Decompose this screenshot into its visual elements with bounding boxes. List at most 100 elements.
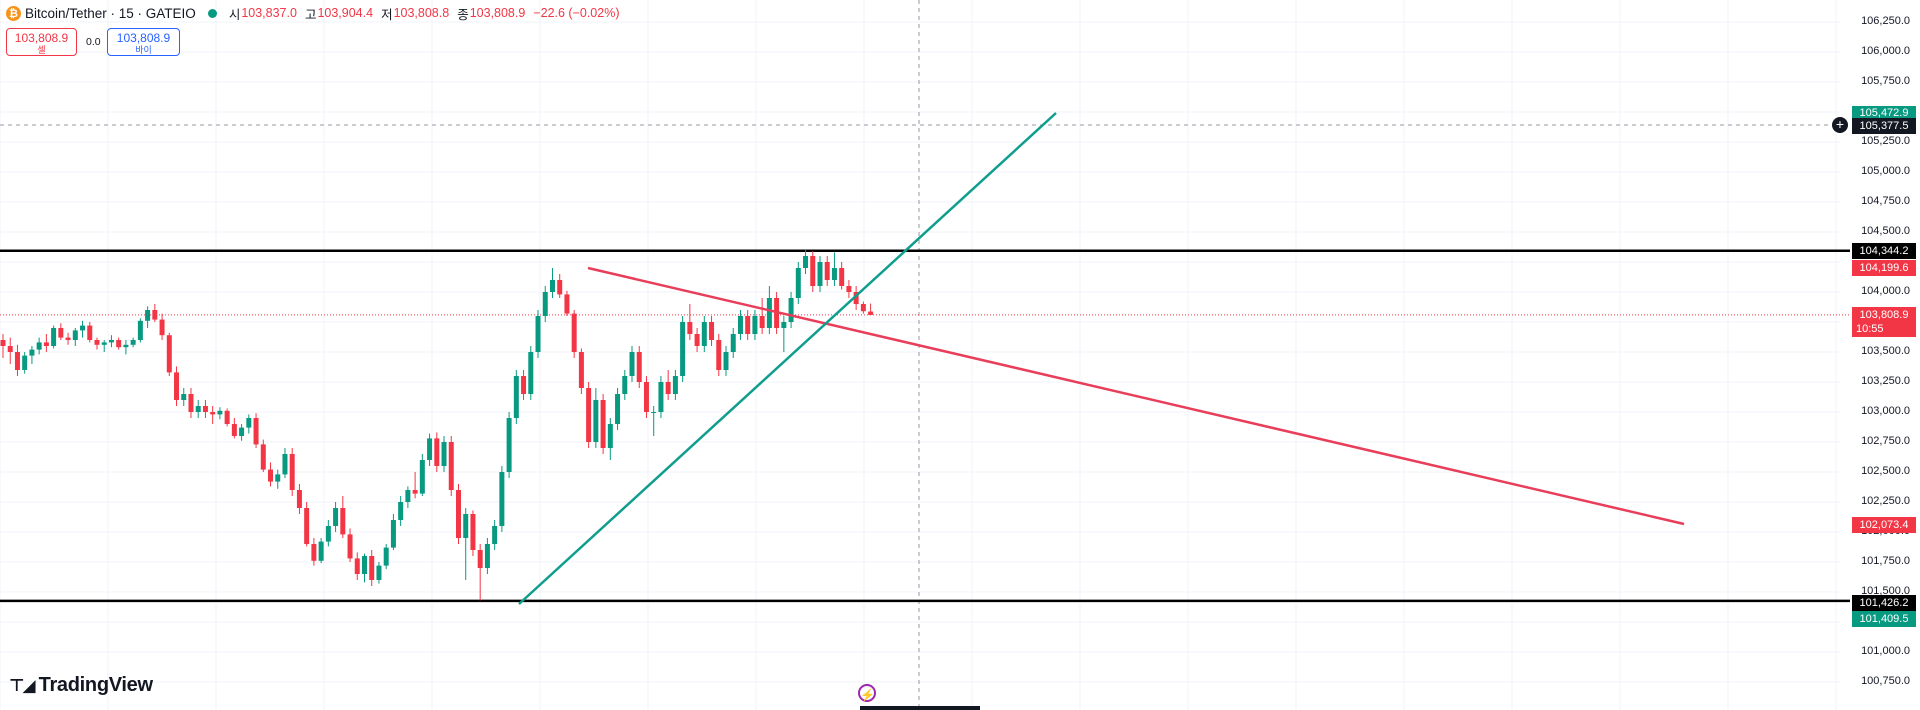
sell-button[interactable]: 103,808.9 셀 <box>6 28 77 56</box>
candle-body <box>723 352 729 370</box>
candle-body <box>636 352 642 382</box>
buy-button[interactable]: 103,808.9 바이 <box>107 28 180 56</box>
change-value: −22.6 (−0.02%) <box>533 6 620 20</box>
close-label: 종 <box>457 7 469 22</box>
price-axis-label: 105,750.0 <box>1861 75 1910 87</box>
price-axis-label: 101,750.0 <box>1861 555 1910 567</box>
candle-body <box>145 310 151 321</box>
candle-body <box>694 334 700 346</box>
candle-body <box>87 325 93 340</box>
candle-body <box>296 490 302 508</box>
candle-body <box>622 376 628 394</box>
candle-body <box>709 322 715 340</box>
candle-body <box>325 526 331 542</box>
candle-body <box>680 322 686 376</box>
price-axis-label: 106,000.0 <box>1861 45 1910 57</box>
candle-body <box>499 472 505 526</box>
candle-body <box>174 372 180 400</box>
candle-body <box>868 311 874 315</box>
logo-text: TradingView <box>38 674 153 696</box>
candle-body <box>492 526 498 544</box>
candle-body <box>535 316 541 352</box>
candle-body <box>506 418 512 472</box>
candle-body <box>80 325 86 331</box>
candle-body <box>716 340 722 370</box>
candle-body <box>195 406 201 412</box>
teal-top-tag: 105,472.9 <box>1852 106 1916 118</box>
last-price-tag: 103,808.9 10:55 <box>1852 307 1916 337</box>
candle-body <box>860 304 866 312</box>
price-axis-label: 105,250.0 <box>1861 135 1910 147</box>
teal-trend-lower-tag: 101,409.5 <box>1852 611 1916 627</box>
chart-grid <box>0 0 1840 710</box>
candle-body <box>282 454 288 475</box>
candle-body <box>210 412 216 415</box>
candle-body <box>246 418 252 428</box>
candle-body <box>260 444 266 470</box>
candle-body <box>615 394 621 424</box>
tradingview-logo-icon: ⊤◢ <box>9 675 36 696</box>
price-axis-label: 101,500.0 <box>1861 585 1910 597</box>
candle-body <box>477 550 483 568</box>
candle-body <box>846 286 852 292</box>
low-value: 103,808.8 <box>393 6 450 20</box>
candle-body <box>643 382 649 412</box>
trend-lines <box>518 112 1685 605</box>
candle-body <box>470 514 476 550</box>
price-axis-label: 100,750.0 <box>1861 675 1910 687</box>
candle-body <box>224 410 230 424</box>
price-axis-label: 105,000.0 <box>1861 165 1910 177</box>
candle-body <box>166 335 172 373</box>
price-axis-label: 104,500.0 <box>1861 225 1910 237</box>
candle-body <box>354 558 360 574</box>
candle-body <box>781 322 787 328</box>
candle-body <box>181 394 187 400</box>
candle-body <box>347 534 353 559</box>
buy-label: 바이 <box>135 45 152 55</box>
plus-circle-icon[interactable]: + <box>1832 117 1848 133</box>
high-label: 고 <box>304 7 317 22</box>
bottom-toolbar-handle[interactable] <box>860 706 980 710</box>
candle-body <box>116 340 122 348</box>
candle-body <box>0 340 6 346</box>
candle-body <box>824 262 830 280</box>
candle-body <box>766 298 772 328</box>
candle-body <box>231 424 237 436</box>
market-status-icon <box>207 8 217 18</box>
tradingview-logo[interactable]: ⊤◢ TradingView <box>9 674 153 697</box>
candle-body <box>737 316 743 334</box>
symbol-title[interactable]: Bitcoin/Tether · 15 · GATEIO <box>25 5 196 21</box>
candle-body <box>217 410 223 415</box>
candle-body <box>586 388 592 442</box>
candle-body <box>571 313 577 352</box>
candle-body <box>412 490 418 494</box>
candle-body <box>58 328 64 338</box>
price-lines <box>0 249 1850 603</box>
candle-body <box>318 541 324 561</box>
chart-legend: ₿ Bitcoin/Tether · 15 · GATEIO 시 103,837.… <box>6 3 619 23</box>
flash-icon[interactable]: ⚡ <box>858 684 876 702</box>
candles <box>0 250 874 601</box>
candle-body <box>434 438 440 466</box>
candle-body <box>658 382 664 412</box>
candle-body <box>701 322 707 346</box>
candle-body <box>376 565 382 580</box>
candle-body <box>564 294 570 314</box>
candle-body <box>463 514 469 538</box>
candle-body <box>188 394 194 412</box>
candle-body <box>687 322 693 334</box>
candle-body <box>745 316 751 334</box>
candle-body <box>730 334 736 352</box>
red-trend-lower-tag: 102,073.4 <box>1852 517 1916 533</box>
bitcoin-icon: ₿ <box>6 5 21 21</box>
price-axis-label: 102,750.0 <box>1861 435 1910 447</box>
open-value: 103,837.0 <box>241 6 297 20</box>
low-label: 저 <box>381 7 393 22</box>
candle-body <box>651 412 657 413</box>
candle-body <box>123 344 129 348</box>
price-axis-label: 102,250.0 <box>1861 495 1910 507</box>
candle-body <box>7 346 13 352</box>
candle-body <box>239 427 245 436</box>
candle-body <box>14 352 20 370</box>
